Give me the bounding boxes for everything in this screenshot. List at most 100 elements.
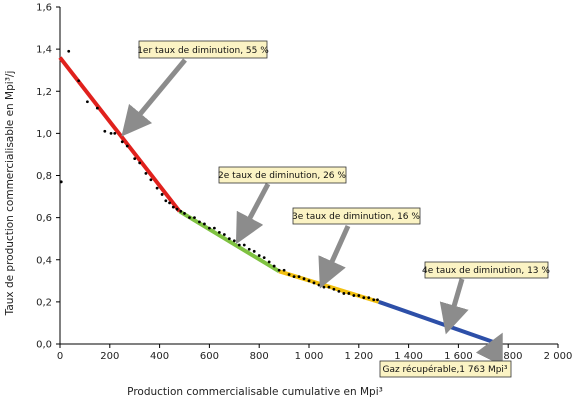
x-tick-label: 1 800	[494, 351, 523, 362]
data-point	[120, 140, 124, 144]
data-point	[242, 243, 246, 247]
data-point	[160, 193, 164, 196]
data-point	[109, 131, 113, 135]
data-point	[208, 226, 211, 230]
data-point	[59, 180, 63, 184]
annotation-5-box	[379, 360, 512, 378]
y-tick-label: 1,2	[36, 87, 52, 98]
x-tick-label: 1 600	[444, 351, 473, 362]
data-point	[376, 298, 379, 302]
data-point	[237, 243, 241, 247]
data-point	[95, 106, 99, 110]
x-tick-label: 600	[200, 351, 219, 362]
x-tick-label: 800	[250, 351, 269, 362]
data-point	[317, 283, 321, 287]
annotation-3-arrow	[318, 224, 351, 289]
data-point	[277, 268, 281, 272]
annotation-4-label: 4e taux de diminution, 13 %	[422, 266, 550, 276]
data-point	[327, 285, 331, 289]
y-tick-label: 0,2	[36, 297, 52, 308]
trend-segment-4	[378, 299, 500, 346]
x-tick-label: 400	[150, 351, 169, 362]
data-point	[322, 285, 326, 289]
data-point	[193, 216, 196, 220]
data-point	[217, 230, 221, 234]
data-point	[342, 292, 346, 295]
data-point	[302, 277, 306, 281]
data-point	[222, 233, 226, 236]
annotation-4-arrow	[439, 278, 469, 335]
x-axis-ticks: 0 200 400 600 800 1 000 1 200 1 400 1 600 1 800 2 …	[57, 344, 573, 362]
data-point	[125, 144, 129, 148]
annotation-4-box	[424, 261, 549, 279]
annotation-1: 1er taux de diminution, 55 %	[121, 40, 269, 137]
annotation-2-box	[218, 166, 347, 184]
annotation-2-label: 2e taux de diminution, 26 %	[218, 171, 346, 181]
annotation-1-arrow	[121, 58, 187, 137]
data-point	[175, 207, 179, 211]
data-point	[183, 212, 186, 215]
data-point	[297, 275, 301, 278]
y-axis-ticks: 0,0 0,2 0,4 0,6 0,8 1,0 1,2 1,4 1,6	[36, 3, 60, 351]
annotation-2-arrow	[235, 182, 271, 245]
annotation-5: Gaz récupérable,1 763 Mpi³	[379, 332, 512, 378]
annotation-1-label: 1er taux de diminution, 55 %	[137, 46, 269, 56]
annotation-3: 3e taux de diminution, 16 %	[292, 207, 421, 289]
data-point	[212, 226, 216, 230]
data-point	[67, 49, 71, 53]
trend-segment-2	[178, 209, 281, 274]
data-point	[267, 260, 271, 264]
data-point	[164, 199, 168, 203]
annotation-5-label: Gaz récupérable,1 763 Mpi³	[382, 364, 507, 375]
data-point	[307, 279, 311, 283]
data-point	[103, 129, 107, 133]
data-point	[332, 287, 336, 291]
x-tick-label: 0	[57, 351, 63, 362]
data-point	[312, 281, 316, 285]
y-tick-label: 1,4	[36, 45, 52, 56]
data-point	[357, 294, 361, 297]
data-point	[272, 264, 276, 268]
y-tick-label: 1,6	[36, 3, 52, 14]
x-tick-label: 2 000	[544, 351, 573, 362]
data-point	[352, 294, 356, 297]
annotation-2: 2e taux de diminution, 26 %	[218, 166, 347, 245]
data-point	[168, 201, 171, 205]
x-axis-title: Production commercialisable cumulative e…	[127, 386, 383, 398]
annotation-5-arrow	[475, 332, 503, 367]
data-point	[337, 289, 341, 293]
data-point	[362, 296, 366, 300]
data-point	[198, 220, 201, 224]
y-tick-label: 0,6	[36, 213, 52, 224]
y-tick-label: 0,8	[36, 171, 52, 182]
trend-segments	[58, 56, 500, 346]
x-tick-label: 1 400	[394, 351, 423, 362]
data-point	[287, 273, 291, 276]
trend-segment-1	[58, 56, 182, 213]
y-tick-label: 1,0	[36, 129, 52, 140]
annotation-3-label: 3e taux de diminution, 16 %	[292, 212, 420, 222]
data-point	[252, 249, 256, 253]
data-point	[77, 79, 81, 83]
data-point	[85, 100, 89, 104]
data-point	[347, 292, 351, 295]
data-point	[144, 171, 148, 175]
data-point	[262, 256, 266, 260]
data-point	[188, 216, 191, 220]
data-point	[155, 186, 159, 190]
data-point	[372, 298, 376, 302]
data-point	[292, 275, 296, 278]
data-point	[149, 178, 153, 182]
data-point	[138, 161, 142, 165]
y-axis-title: Taux de production commercialisable en M…	[4, 71, 16, 317]
data-point	[232, 239, 236, 243]
data-point	[282, 268, 286, 272]
data-point	[133, 157, 137, 161]
data-point	[257, 254, 261, 257]
x-tick-label: 1 200	[344, 351, 373, 362]
data-point	[113, 131, 117, 135]
data-point	[203, 222, 206, 226]
y-tick-label: 0,4	[36, 255, 52, 266]
